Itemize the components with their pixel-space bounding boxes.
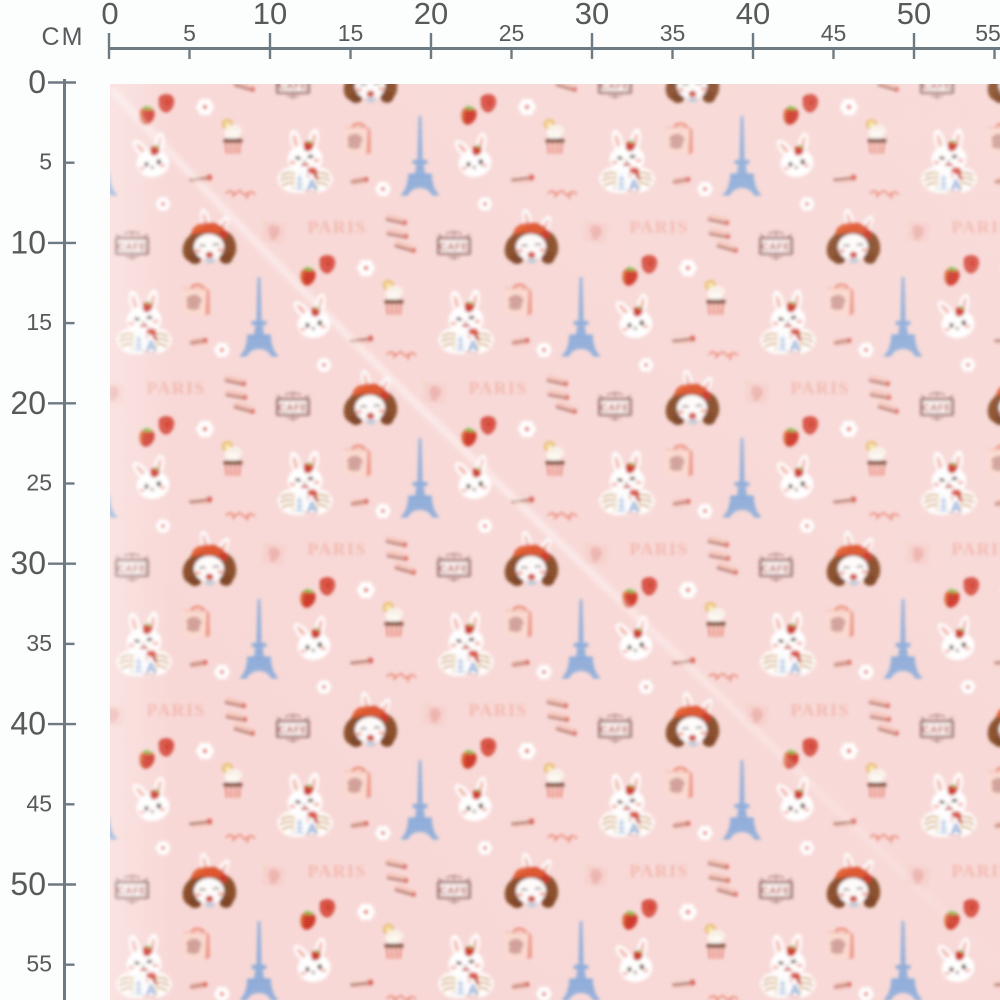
- svg-text:15: 15: [26, 309, 52, 335]
- svg-text:35: 35: [660, 20, 686, 46]
- svg-text:15: 15: [338, 20, 364, 46]
- svg-text:CM: CM: [42, 23, 85, 51]
- svg-text:35: 35: [26, 630, 52, 656]
- svg-text:5: 5: [39, 149, 52, 175]
- svg-text:45: 45: [821, 20, 847, 46]
- svg-text:50: 50: [10, 866, 46, 902]
- svg-text:50: 50: [897, 0, 931, 31]
- svg-text:10: 10: [253, 0, 287, 31]
- svg-text:25: 25: [26, 470, 52, 496]
- svg-text:5: 5: [183, 20, 196, 46]
- svg-text:55: 55: [26, 951, 52, 977]
- svg-text:40: 40: [736, 0, 770, 31]
- svg-text:10: 10: [10, 224, 46, 260]
- svg-text:55: 55: [975, 20, 1000, 46]
- svg-text:45: 45: [26, 790, 52, 816]
- svg-text:0: 0: [28, 64, 46, 100]
- svg-text:20: 20: [10, 385, 46, 421]
- svg-text:30: 30: [575, 0, 609, 31]
- svg-text:40: 40: [10, 706, 46, 742]
- svg-text:30: 30: [10, 545, 46, 581]
- svg-text:0: 0: [101, 0, 118, 31]
- svg-text:25: 25: [499, 20, 525, 46]
- svg-text:20: 20: [414, 0, 448, 31]
